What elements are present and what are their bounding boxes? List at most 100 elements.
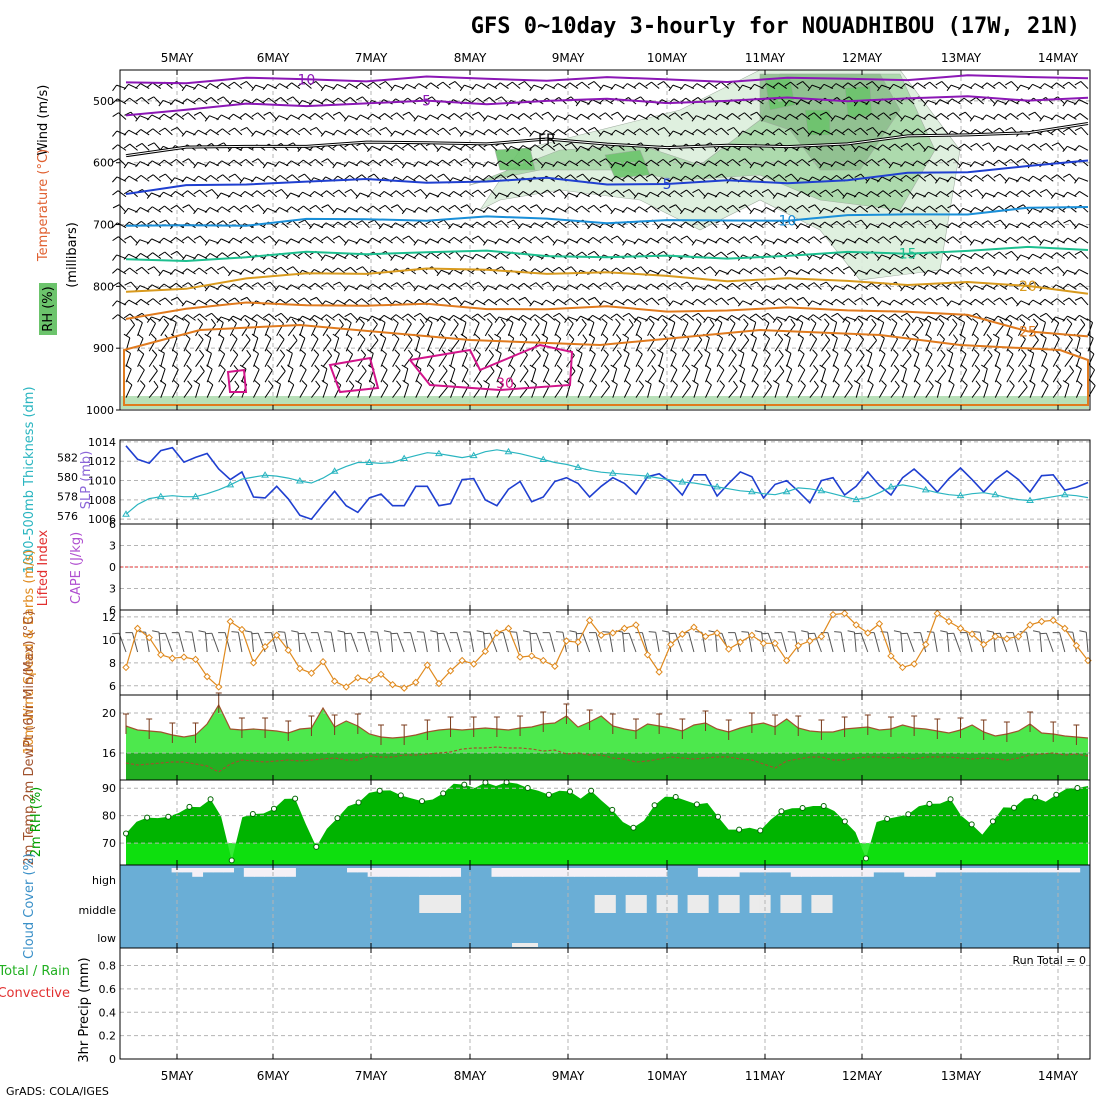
wind-barb-flag [691,115,697,122]
wind-barb-flag [644,380,652,385]
wind-barb-flag [361,365,367,372]
wind-barb-flag [1016,84,1022,92]
wind-barb-flag [1073,145,1080,151]
wind-barb-flag [714,159,721,165]
wind-barb-flag [274,312,282,318]
precip-tick-label: 0.4 [99,1006,117,1019]
wind-barb-staff [600,370,610,383]
wind-barb-staff [846,316,857,321]
wind-barb-flag [540,267,548,273]
wind-speed-point [956,624,965,633]
wind-barb-flag [112,268,118,274]
wind-barb-flag [146,160,153,167]
cloud-gap-middle [450,895,462,913]
wind-barb-flag [508,349,515,355]
wind-barb-flag [204,129,211,135]
wind-barb-flag [463,631,471,633]
wind-barb-staff [939,145,950,151]
wind-barb-flag [737,222,744,229]
wind-barb-staff [882,144,892,151]
run-total: Run Total = 0 [1013,954,1087,967]
wind-barb-staff [753,161,764,167]
wind-barb-staff [1056,252,1066,259]
wind-barb-flag [877,204,885,209]
wind-barb-flag [239,315,246,321]
wind-barb-flag [1022,380,1028,388]
wind-barb-staff [499,160,509,167]
wind-barb-flag [1039,266,1047,272]
wind-barb-staff [430,252,440,259]
wind-speed-point [435,679,443,688]
wind-barb-flag [536,349,541,357]
wind-barb-staff [253,337,259,352]
cloud-gap-high [367,868,379,877]
wind-barb-staff [360,284,370,290]
wind-barb-flag [744,334,750,341]
wind-barb-flag [216,206,223,212]
wind-barb-staff [953,633,961,653]
wind-barb-staff [392,338,400,352]
wind-barb-staff [290,284,301,290]
wind-barb-staff [844,338,851,352]
wind-barb-flag [974,364,981,371]
wind-barb-flag [1062,127,1070,133]
wind-barb-staff [334,337,340,352]
rh2m-point [863,855,869,862]
wind-barb-staff [802,297,811,306]
wind-barb-flag [598,130,604,137]
wind-barb-flag [367,173,375,178]
wind-barb-flag [555,631,564,633]
wind-barb-staff [605,112,614,120]
wind-barb-staff [426,385,436,398]
wind-barb-flag [204,632,212,635]
wind-barb-staff [1067,237,1077,244]
cloud-gap-middle [728,895,740,913]
wind-barb-flag [124,235,131,240]
wind-barb-flag [1062,251,1070,257]
wind-barb-flag [830,239,836,246]
wind-barb-flag [1062,283,1069,290]
wind-barb-staff [281,189,289,198]
wind-barb-flag [1016,144,1023,150]
wind-barb-flag [842,220,850,225]
rh2m-point [778,808,785,815]
wind-barb-flag [703,266,711,271]
wind-barb-flag [393,333,400,340]
wind-barb-flag [459,222,466,229]
wind-barb-staff [582,297,590,306]
wind-barb-flag [193,111,201,116]
wind-barb-staff [774,339,784,352]
wind-barb-staff [1041,369,1049,383]
wind-barb-staff [163,237,173,244]
wind-barb-flag [552,285,558,292]
wind-barb-flag [697,349,703,356]
wind-speed-point [562,637,571,645]
wind-barb-flag [227,113,234,120]
wind-barb-flag [529,314,536,320]
wind-barb-flag [163,318,169,325]
wind-barb-flag [860,365,866,372]
wind-barb-flag [993,127,1000,133]
wind-barb-flag [216,252,223,258]
wind-barb-staff [790,297,799,306]
wind-barb-flag [1005,318,1012,324]
wind-speed-point [922,640,930,649]
wind-barb-staff [1009,145,1019,151]
wind-barb-flag [911,192,917,199]
precip-tick-label: 0.8 [99,960,117,973]
wind-barb-flag [633,238,639,245]
wind-barb-flag [691,83,698,89]
wind-barb-flag [946,98,953,105]
cloud-gap-high [543,868,554,877]
wind-barb-staff [786,324,796,337]
wind-barb-flag [795,269,802,275]
wind-barb-staff [998,251,1008,259]
wind-barb-staff [604,314,614,321]
wind-barb-staff [674,282,683,290]
wind-barb-flag [564,192,570,199]
wind-barb-staff [438,354,447,367]
wind-barb-staff [685,267,695,275]
rh2m-point [989,818,996,825]
wind-barb-staff [696,129,706,136]
cloud-gap-high [285,868,296,877]
